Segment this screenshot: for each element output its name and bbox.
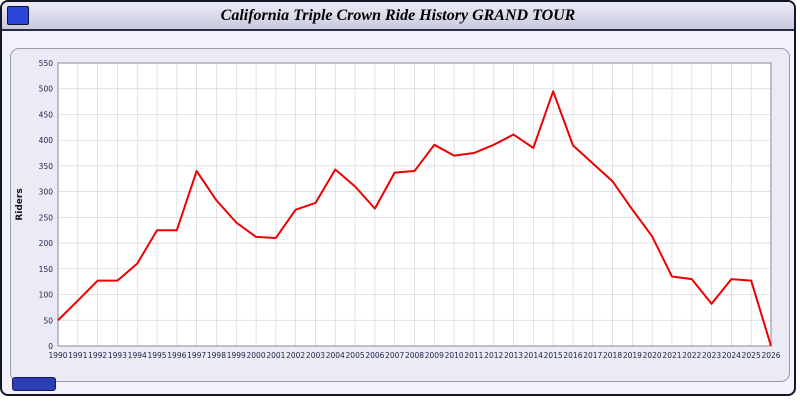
svg-text:1994: 1994 (128, 351, 147, 360)
svg-text:2023: 2023 (702, 351, 721, 360)
svg-text:2000: 2000 (247, 351, 266, 360)
svg-text:2008: 2008 (405, 351, 424, 360)
svg-text:1999: 1999 (227, 351, 246, 360)
svg-text:2016: 2016 (563, 351, 582, 360)
svg-text:2015: 2015 (544, 351, 563, 360)
svg-text:50: 50 (43, 316, 53, 325)
page-title: California Triple Crown Ride History GRA… (220, 6, 576, 24)
svg-text:100: 100 (39, 291, 54, 300)
svg-text:2002: 2002 (286, 351, 305, 360)
svg-text:2014: 2014 (524, 351, 543, 360)
svg-text:0: 0 (48, 342, 53, 351)
svg-text:2021: 2021 (662, 351, 681, 360)
svg-text:2026: 2026 (761, 351, 780, 360)
svg-text:2013: 2013 (504, 351, 523, 360)
svg-text:1993: 1993 (108, 351, 127, 360)
svg-text:2020: 2020 (643, 351, 662, 360)
svg-text:1991: 1991 (68, 351, 87, 360)
svg-text:1996: 1996 (167, 351, 186, 360)
svg-text:300: 300 (39, 188, 54, 197)
svg-text:2003: 2003 (306, 351, 325, 360)
svg-text:2024: 2024 (722, 351, 741, 360)
svg-text:1997: 1997 (187, 351, 206, 360)
svg-text:1995: 1995 (147, 351, 166, 360)
svg-text:2012: 2012 (484, 351, 503, 360)
chart-panel: 1990 1991 1992 1993 1994 1995 1996 1997 1998 1999… (10, 48, 790, 382)
svg-text:Riders: Riders (15, 188, 25, 220)
svg-text:1992: 1992 (88, 351, 107, 360)
svg-text:2005: 2005 (346, 351, 365, 360)
title-bar: California Triple Crown Ride History GRA… (2, 2, 794, 31)
svg-text:1998: 1998 (207, 351, 226, 360)
svg-text:400: 400 (39, 136, 54, 145)
svg-text:150: 150 (39, 265, 54, 274)
svg-text:350: 350 (39, 162, 54, 171)
svg-text:500: 500 (39, 85, 54, 94)
svg-text:450: 450 (39, 110, 54, 119)
svg-text:1990: 1990 (48, 351, 67, 360)
svg-text:200: 200 (39, 239, 54, 248)
svg-text:2007: 2007 (385, 351, 404, 360)
bottom-blue-button[interactable] (12, 377, 56, 391)
svg-text:2009: 2009 (425, 351, 444, 360)
chart-svg: 1990 1991 1992 1993 1994 1995 1996 1997 1998 1999… (15, 59, 781, 360)
svg-text:2018: 2018 (603, 351, 622, 360)
svg-text:2022: 2022 (682, 351, 701, 360)
svg-text:2011: 2011 (464, 351, 483, 360)
svg-text:2017: 2017 (583, 351, 602, 360)
svg-text:2025: 2025 (742, 351, 761, 360)
svg-text:2010: 2010 (445, 351, 464, 360)
svg-text:2019: 2019 (623, 351, 642, 360)
window-icon (7, 6, 29, 25)
svg-text:2004: 2004 (326, 351, 345, 360)
svg-text:2006: 2006 (365, 351, 384, 360)
svg-text:250: 250 (39, 213, 54, 222)
svg-text:2001: 2001 (266, 351, 285, 360)
svg-text:550: 550 (39, 59, 54, 68)
